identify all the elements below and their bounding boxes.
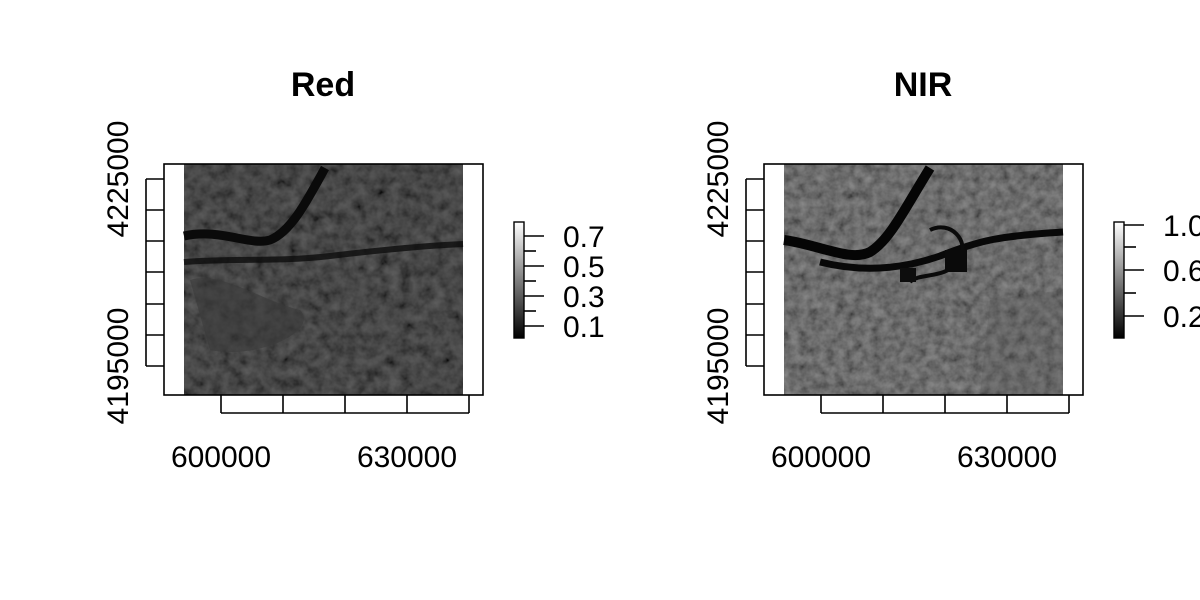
x-axis: 600000 630000 xyxy=(171,395,470,474)
legend-label: 0.3 xyxy=(563,281,605,314)
legend-label: 0.2 xyxy=(1163,301,1200,334)
river-channel xyxy=(183,165,329,246)
raster-image xyxy=(183,164,464,395)
panel-title: NIR xyxy=(894,66,953,104)
color-legend: 0.1 0.3 0.5 0.7 xyxy=(513,221,605,344)
x-tick-label: 600000 xyxy=(771,441,871,474)
x-tick-label: 630000 xyxy=(357,441,457,474)
x-tick-label: 630000 xyxy=(957,441,1057,474)
y-axis: 4225000 4195000 xyxy=(102,121,164,425)
x-axis: 600000 630000 xyxy=(771,395,1070,474)
water-body xyxy=(945,250,967,272)
legend-label: 0.5 xyxy=(563,251,605,284)
panel-title: Red xyxy=(291,66,355,104)
legend-label: 1.0 xyxy=(1163,210,1200,243)
raster-image xyxy=(783,164,1064,395)
water-body xyxy=(900,268,916,282)
legend-colorbar xyxy=(513,221,525,339)
x-tick-label: 600000 xyxy=(171,441,271,474)
y-tick-label: 4225000 xyxy=(102,121,135,238)
legend-label: 0.6 xyxy=(1163,255,1200,288)
y-tick-label: 4195000 xyxy=(102,308,135,425)
y-tick-label: 4195000 xyxy=(702,308,735,425)
raster-texture xyxy=(184,164,463,395)
river-channel xyxy=(819,228,1064,272)
legend-colorbar xyxy=(1113,221,1125,339)
plot-frame xyxy=(163,163,484,396)
panel-nir: NIR 4225000 4195000 xyxy=(702,66,1200,474)
color-legend: 0.2 0.6 1.0 xyxy=(1113,210,1200,339)
y-tick-label: 4225000 xyxy=(702,121,735,238)
legend-label: 0.7 xyxy=(563,221,605,254)
legend-label: 0.1 xyxy=(563,311,605,344)
river-channel xyxy=(783,165,935,261)
field-patch xyxy=(980,290,1063,395)
plot-frame xyxy=(763,163,1084,396)
river-channel xyxy=(183,241,464,265)
urban-area xyxy=(190,277,304,352)
panel-red: Red 4225000 4195000 xyxy=(102,66,605,474)
raster-texture xyxy=(784,164,1063,395)
y-axis: 4225000 4195000 xyxy=(702,121,764,425)
